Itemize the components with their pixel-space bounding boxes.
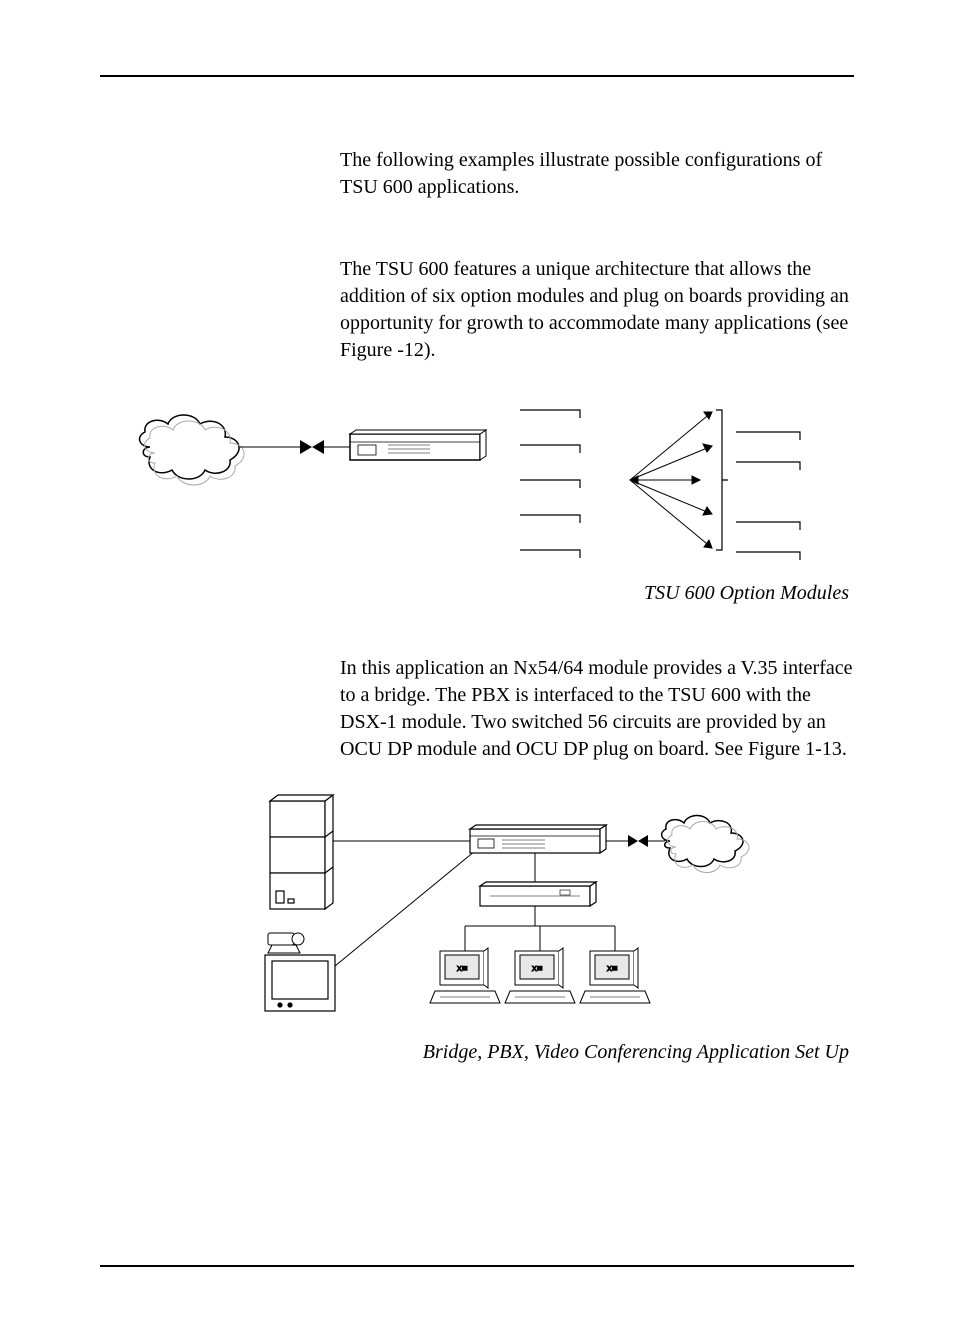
- intro-paragraph: The following examples illustrate possib…: [340, 147, 854, 201]
- tsu-device-icon: [470, 825, 606, 853]
- link-lines: [465, 906, 615, 951]
- bridge-device-icon: [480, 882, 596, 906]
- pc-icon: x≡: [430, 948, 500, 1003]
- slot-stack-right: [736, 432, 800, 560]
- camera-icon: [268, 933, 304, 953]
- cloud-icon: [140, 415, 245, 485]
- link-line: [335, 851, 475, 966]
- top-horizontal-rule: [100, 75, 854, 77]
- section2-paragraph: In this application an Nx54/64 module pr…: [340, 655, 854, 763]
- svg-text:x≡: x≡: [532, 964, 543, 974]
- fanout-arrows: [630, 412, 712, 548]
- bowtie-icon: [240, 440, 350, 454]
- pc-icon: x≡: [505, 948, 575, 1003]
- figure-1-svg: [100, 392, 854, 572]
- slot-stack-left: [520, 410, 580, 558]
- figure-2-caption: Bridge, PBX, Video Conferencing Applicat…: [100, 1041, 849, 1064]
- bowtie-icon: [606, 835, 665, 847]
- svg-text:x≡: x≡: [457, 964, 468, 974]
- tsu-device-icon: [350, 430, 486, 460]
- figure-2: x≡ x≡ x≡: [100, 791, 854, 1031]
- figure-2-svg: x≡ x≡ x≡: [100, 791, 854, 1031]
- svg-text:x≡: x≡: [607, 964, 618, 974]
- bracket: [716, 410, 728, 550]
- pc-icon: x≡: [580, 948, 650, 1003]
- section1-paragraph: The TSU 600 features a unique architectu…: [340, 256, 854, 364]
- monitor-icon: [265, 955, 335, 1011]
- figure-1: [100, 392, 854, 572]
- figure-1-caption: TSU 600 Option Modules: [100, 582, 849, 605]
- bottom-horizontal-rule: [100, 1265, 854, 1267]
- cloud-icon: [662, 816, 749, 873]
- pbx-stack-icon: [270, 795, 333, 909]
